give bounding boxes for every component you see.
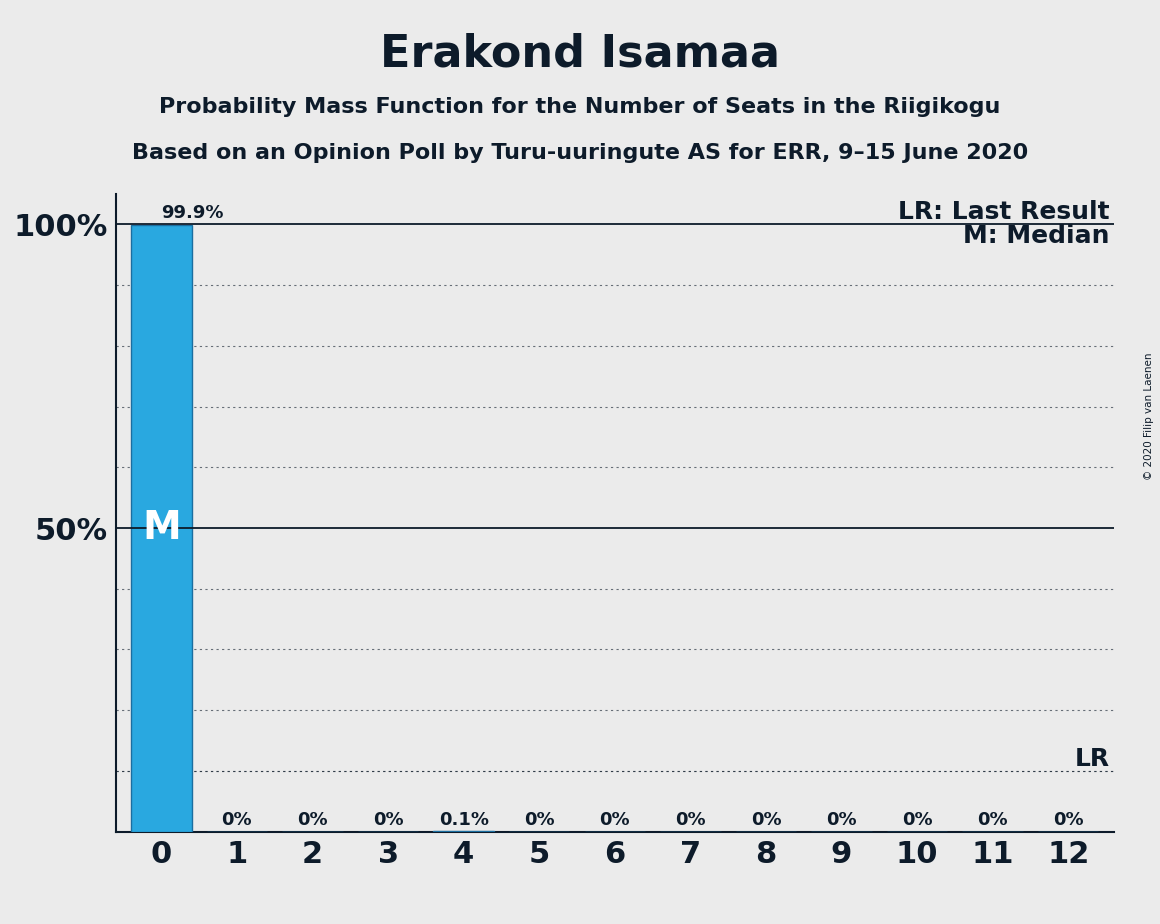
Text: 0%: 0% bbox=[222, 810, 252, 829]
Text: 0%: 0% bbox=[524, 810, 554, 829]
Text: 0%: 0% bbox=[297, 810, 328, 829]
Text: M: M bbox=[142, 509, 181, 547]
Text: Erakond Isamaa: Erakond Isamaa bbox=[380, 32, 780, 76]
Text: 0%: 0% bbox=[1053, 810, 1083, 829]
Text: 0%: 0% bbox=[901, 810, 933, 829]
Text: 0%: 0% bbox=[372, 810, 404, 829]
Text: 0%: 0% bbox=[978, 810, 1008, 829]
Text: 0%: 0% bbox=[826, 810, 857, 829]
Text: 0%: 0% bbox=[675, 810, 705, 829]
Text: 0%: 0% bbox=[751, 810, 782, 829]
Text: LR: Last Result: LR: Last Result bbox=[898, 201, 1110, 225]
Text: © 2020 Filip van Laenen: © 2020 Filip van Laenen bbox=[1144, 352, 1154, 480]
Text: 0%: 0% bbox=[600, 810, 630, 829]
Text: Based on an Opinion Poll by Turu-uuringute AS for ERR, 9–15 June 2020: Based on an Opinion Poll by Turu-uuringu… bbox=[132, 143, 1028, 164]
Text: 99.9%: 99.9% bbox=[161, 204, 224, 222]
Text: 0.1%: 0.1% bbox=[438, 810, 488, 829]
Text: M: Median: M: Median bbox=[963, 225, 1110, 249]
Text: Probability Mass Function for the Number of Seats in the Riigikogu: Probability Mass Function for the Number… bbox=[159, 97, 1001, 117]
Bar bbox=[131, 225, 191, 832]
Text: LR: LR bbox=[1074, 747, 1110, 771]
